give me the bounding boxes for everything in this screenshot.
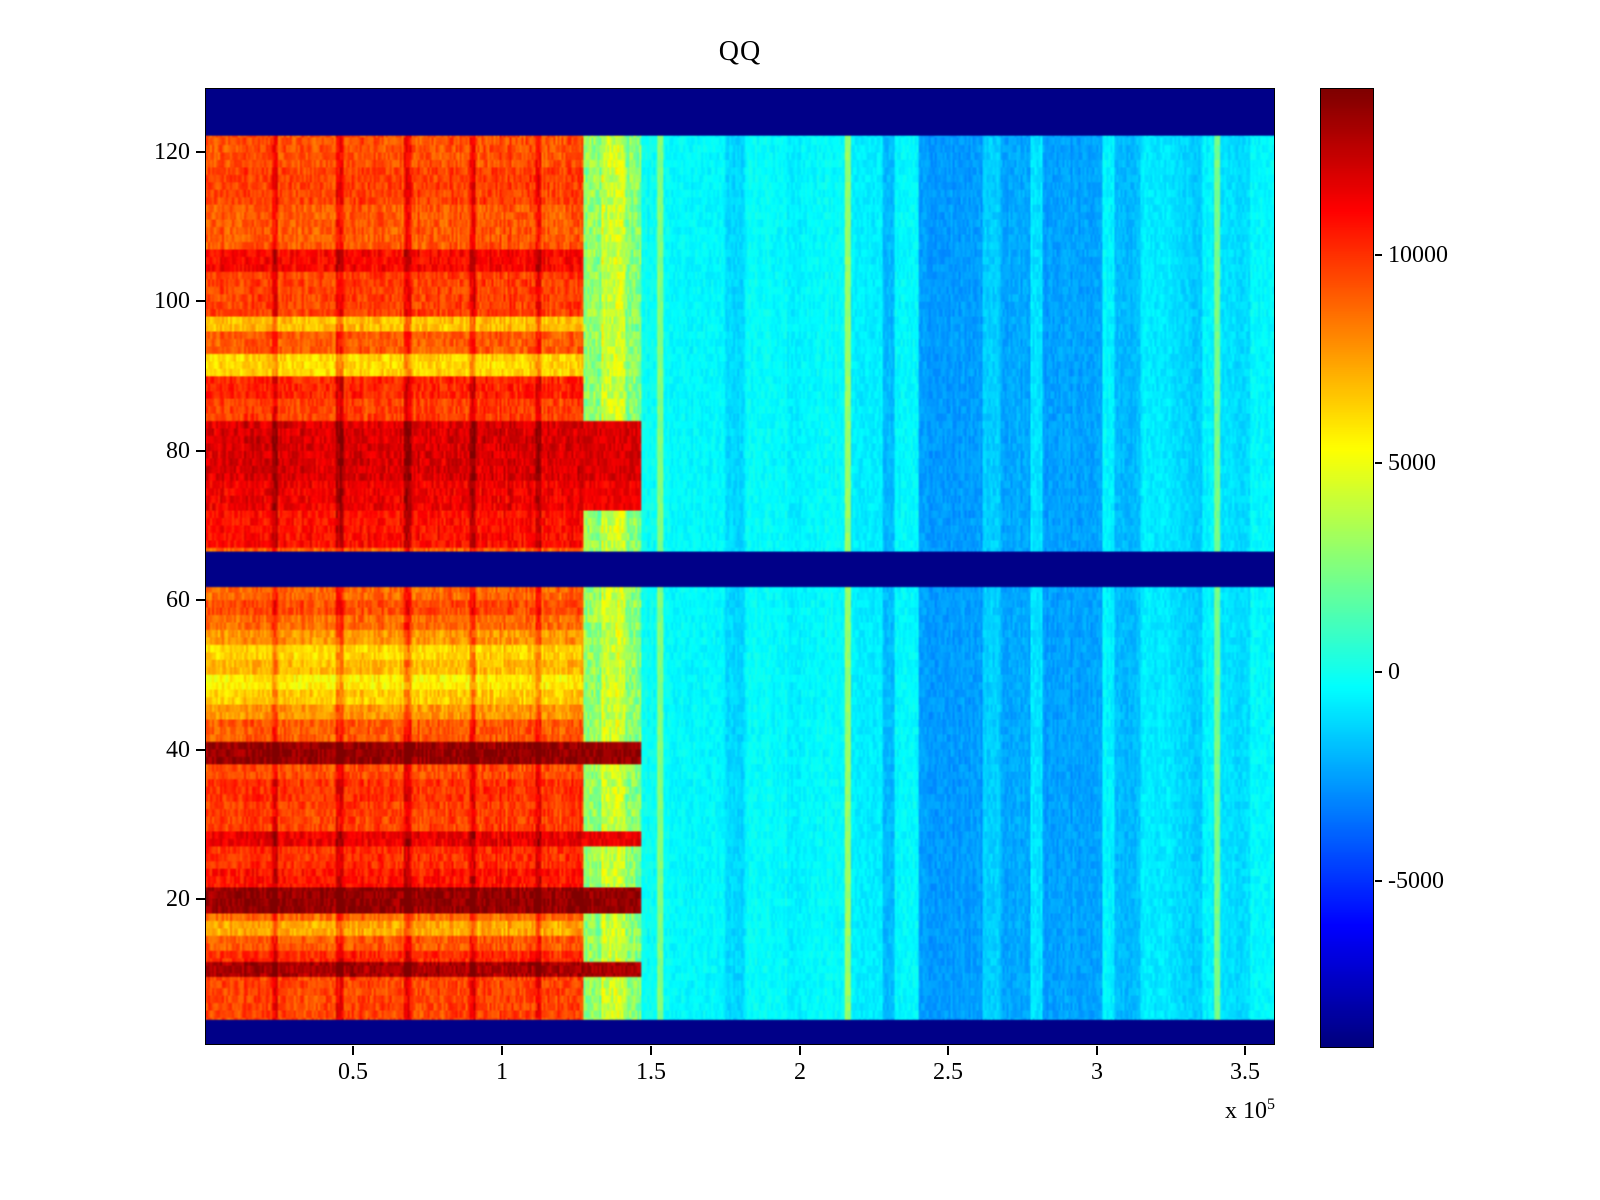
y-tick-label: 60 [166, 587, 190, 613]
colorbar-tick-mark [1375, 254, 1382, 256]
heatmap-plot [205, 88, 1275, 1045]
y-tick-mark [196, 450, 205, 452]
colorbar [1320, 88, 1374, 1048]
x-tick-mark [501, 1046, 503, 1055]
chart-title: QQ [718, 36, 762, 67]
colorbar-tick-mark [1375, 880, 1382, 882]
y-tick-mark [196, 599, 205, 601]
colorbar-tick-label: 5000 [1388, 450, 1436, 476]
x-tick-mark [947, 1046, 949, 1055]
x-tick-label: 2 [794, 1059, 806, 1085]
x-tick-mark [650, 1046, 652, 1055]
x-tick-mark [1244, 1046, 1246, 1055]
x-tick-label: 1.5 [636, 1059, 666, 1085]
y-tick-label: 40 [166, 737, 190, 763]
y-tick-mark [196, 898, 205, 900]
x-tick-label: 0.5 [338, 1059, 368, 1085]
x-tick-mark [352, 1046, 354, 1055]
colorbar-tick-label: -5000 [1388, 868, 1444, 894]
x-tick-label: 3.5 [1230, 1059, 1260, 1085]
y-tick-mark [196, 300, 205, 302]
colorbar-gradient [1321, 89, 1373, 1047]
y-tick-label: 20 [166, 886, 190, 912]
colorbar-tick-mark [1375, 671, 1382, 673]
x-tick-mark [1096, 1046, 1098, 1055]
y-tick-label: 100 [154, 288, 190, 314]
x-tick-label: 1 [496, 1059, 508, 1085]
y-tick-label: 80 [166, 438, 190, 464]
y-tick-label: 120 [154, 139, 190, 165]
x-axis-exponent-prefix: x 10 [1225, 1098, 1267, 1124]
colorbar-tick-mark [1375, 462, 1382, 464]
x-tick-label: 3 [1091, 1059, 1103, 1085]
x-tick-mark [799, 1046, 801, 1055]
x-axis-exponent-power: 5 [1267, 1096, 1275, 1113]
x-tick-label: 2.5 [933, 1059, 963, 1085]
colorbar-tick-label: 10000 [1388, 242, 1448, 268]
heatmap-image [206, 89, 1274, 1044]
colorbar-tick-label: 0 [1388, 659, 1400, 685]
x-axis-exponent: x 105 [1135, 1096, 1275, 1125]
y-tick-mark [196, 749, 205, 751]
y-tick-mark [196, 151, 205, 153]
